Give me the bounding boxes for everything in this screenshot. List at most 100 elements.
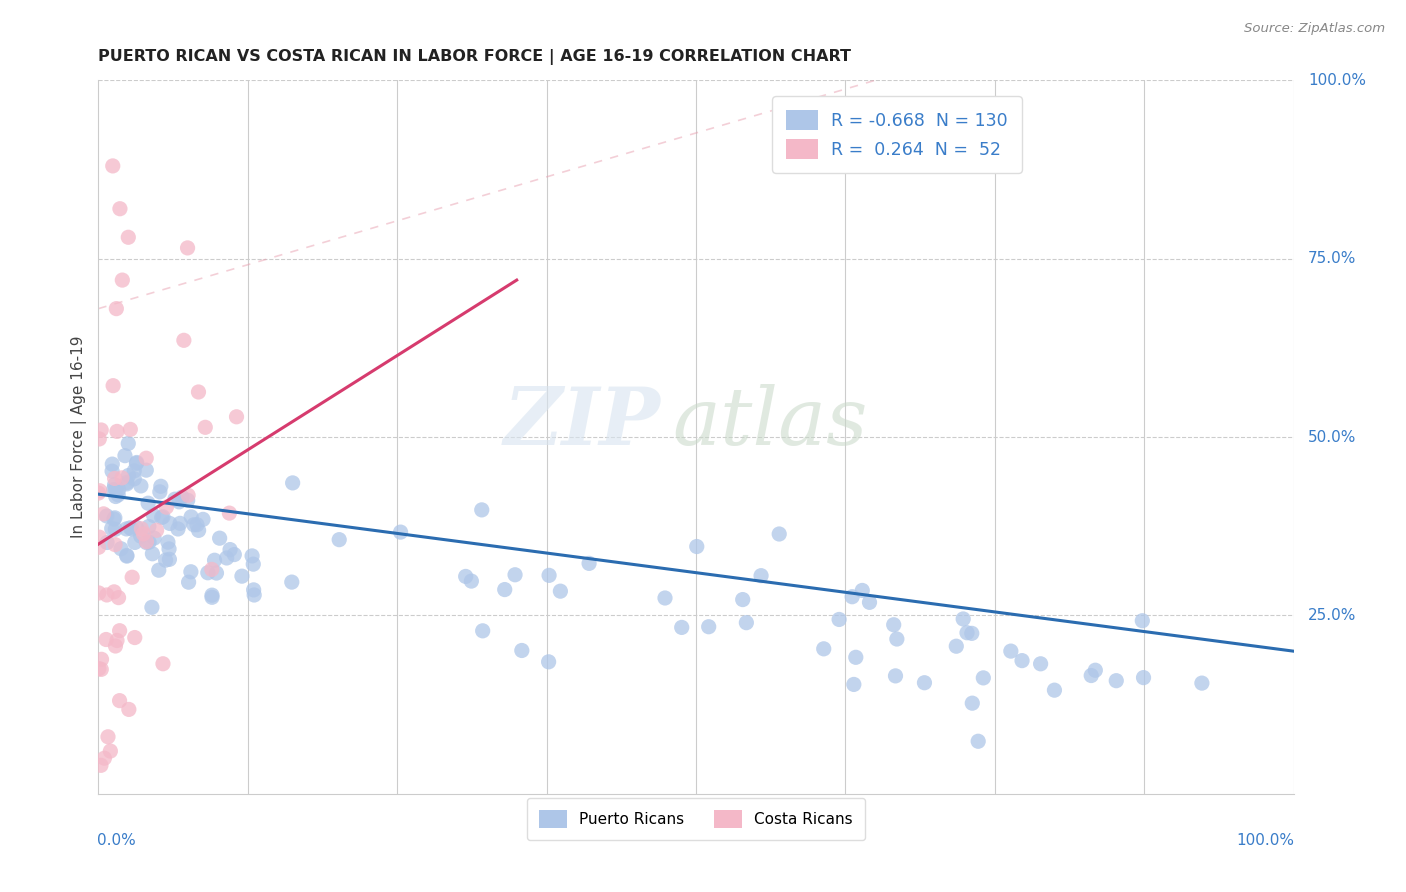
Point	[960, 626, 983, 640]
Point	[858, 595, 880, 609]
Text: ZIP: ZIP	[503, 384, 661, 461]
Point	[177, 488, 200, 502]
Point	[884, 669, 907, 683]
Point	[1080, 668, 1102, 682]
Point	[97, 730, 120, 744]
Text: 100.0%: 100.0%	[1237, 833, 1295, 848]
Point	[1191, 676, 1213, 690]
Point	[101, 464, 124, 478]
Point	[510, 643, 533, 657]
Point	[93, 751, 115, 765]
Point	[851, 583, 873, 598]
Point	[201, 588, 224, 602]
Point	[101, 378, 124, 392]
Point	[956, 625, 979, 640]
Point	[180, 565, 202, 579]
Point	[219, 542, 242, 557]
Text: 100.0%: 100.0%	[1308, 73, 1365, 87]
Point	[142, 508, 165, 523]
Point	[1132, 671, 1154, 685]
Point	[654, 591, 676, 605]
Point	[129, 479, 152, 493]
Point	[768, 527, 790, 541]
Point	[118, 702, 141, 716]
Point	[186, 517, 208, 532]
Point	[886, 632, 908, 646]
Point	[108, 202, 131, 216]
Point	[104, 538, 127, 552]
Point	[914, 675, 936, 690]
Point	[135, 463, 157, 477]
Point	[135, 535, 157, 549]
Point	[187, 524, 209, 538]
Point	[389, 525, 412, 540]
Point	[107, 591, 129, 605]
Point	[111, 471, 134, 485]
Point	[1043, 683, 1066, 698]
Point	[152, 509, 174, 524]
Point	[731, 592, 754, 607]
Point	[967, 734, 990, 748]
Point	[167, 522, 190, 536]
Point	[204, 553, 226, 567]
Point	[538, 568, 561, 582]
Point	[471, 503, 494, 517]
Point	[176, 241, 198, 255]
Point	[115, 549, 138, 563]
Point	[101, 159, 124, 173]
Point	[89, 432, 111, 446]
Point	[201, 562, 224, 576]
Point	[87, 486, 110, 500]
Point	[952, 612, 974, 626]
Point	[578, 557, 600, 571]
Point	[111, 273, 134, 287]
Point	[842, 677, 865, 691]
Point	[121, 570, 143, 584]
Point	[117, 230, 139, 244]
Point	[503, 567, 526, 582]
Point	[167, 495, 190, 509]
Point	[138, 535, 160, 549]
Point	[243, 588, 266, 602]
Point	[218, 506, 240, 520]
Point	[124, 535, 146, 549]
Point	[686, 540, 709, 554]
Text: Source: ZipAtlas.com: Source: ZipAtlas.com	[1244, 22, 1385, 36]
Point	[114, 449, 136, 463]
Point	[125, 457, 148, 471]
Point	[883, 617, 905, 632]
Point	[141, 547, 163, 561]
Point	[105, 425, 128, 439]
Point	[197, 566, 219, 580]
Point	[155, 553, 177, 567]
Point	[117, 468, 139, 483]
Point	[90, 423, 112, 437]
Point	[1130, 614, 1153, 628]
Point	[138, 519, 160, 533]
Point	[100, 522, 122, 536]
Point	[104, 639, 127, 653]
Point	[163, 492, 186, 507]
Point	[671, 620, 693, 634]
Point	[143, 531, 166, 545]
Point	[242, 557, 264, 571]
Point	[107, 483, 129, 497]
Point	[125, 520, 148, 534]
Point	[191, 512, 214, 526]
Point	[89, 483, 111, 498]
Point	[281, 575, 304, 590]
Point	[150, 510, 173, 524]
Point	[242, 582, 264, 597]
Point	[157, 541, 180, 556]
Point	[187, 384, 209, 399]
Text: 75.0%: 75.0%	[1308, 252, 1357, 266]
Point	[87, 662, 110, 676]
Point	[454, 569, 477, 583]
Point	[460, 574, 482, 588]
Point	[131, 522, 153, 536]
Point	[105, 301, 128, 316]
Point	[170, 490, 193, 504]
Text: atlas: atlas	[672, 384, 868, 461]
Point	[148, 563, 170, 577]
Point	[231, 569, 253, 583]
